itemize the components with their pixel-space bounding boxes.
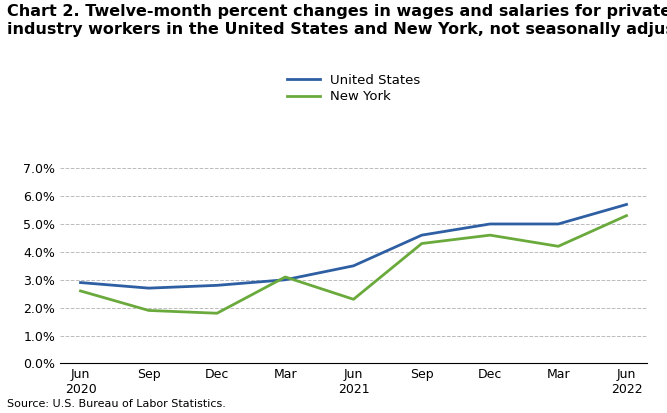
New York [418,241,426,246]
United States [350,263,358,268]
New York [145,308,153,313]
United States [486,221,494,226]
New York [281,275,289,280]
Text: Chart 2. Twelve-month percent changes in wages and salaries for private
industry: Chart 2. Twelve-month percent changes in… [7,4,667,36]
New York [77,288,85,293]
United States [622,202,630,207]
Legend: United States, New York: United States, New York [287,74,420,103]
New York [554,244,562,249]
United States [554,221,562,226]
New York [486,233,494,237]
New York [350,297,358,302]
United States [77,280,85,285]
Text: Source: U.S. Bureau of Labor Statistics.: Source: U.S. Bureau of Labor Statistics. [7,399,225,409]
Line: New York: New York [81,216,626,313]
United States [418,233,426,237]
United States [213,283,221,288]
United States [145,286,153,291]
United States [281,277,289,282]
New York [213,311,221,316]
Line: United States: United States [81,204,626,288]
New York [622,213,630,218]
